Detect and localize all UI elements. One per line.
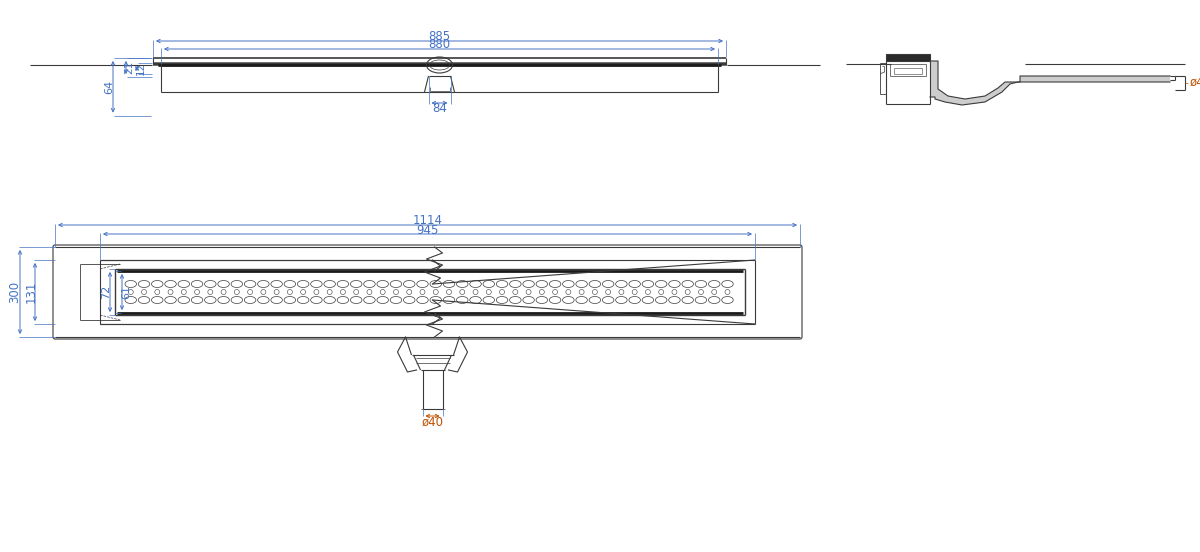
Text: ø40: ø40	[421, 416, 444, 428]
Text: ø40: ø40	[1190, 76, 1200, 88]
Bar	[886, 54, 930, 61]
Text: 945: 945	[416, 224, 439, 236]
Text: 21: 21	[124, 61, 134, 74]
Text: 12: 12	[136, 62, 146, 75]
Text: 131: 131	[24, 281, 37, 303]
Polygon shape	[930, 61, 1170, 105]
Text: 1114: 1114	[413, 214, 443, 226]
Text: 72: 72	[101, 285, 112, 299]
Text: 64: 64	[104, 79, 114, 94]
Text: 885: 885	[428, 29, 450, 43]
Text: 880: 880	[428, 39, 450, 51]
Text: 61: 61	[121, 285, 131, 299]
Text: 84: 84	[432, 102, 446, 114]
Text: 300: 300	[8, 281, 22, 303]
